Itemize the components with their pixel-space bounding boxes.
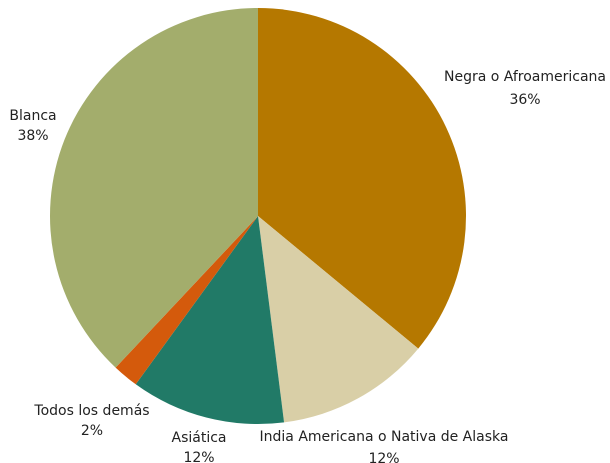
pie-slices	[49, 8, 467, 425]
slice-category-label: Blanca	[9, 108, 56, 124]
slice-category-label: India Americana o Nativa de Alaska	[260, 429, 509, 445]
pie-slice	[49, 8, 258, 368]
slice-percent-label: 36%	[509, 92, 540, 108]
slice-category-label: Negra o Afroamericana	[444, 69, 606, 85]
pie-slice	[115, 216, 259, 385]
slice-category-label: Todos los demás	[33, 403, 149, 419]
pie-slice	[135, 216, 285, 425]
slice-percent-label: 12%	[183, 450, 214, 463]
pie-labels: Negra o Afroamericana 36% India Americana …	[9, 69, 606, 463]
slice-category-label: Asiática	[172, 430, 227, 446]
pie-slice	[258, 216, 419, 423]
slice-percent-label: 2%	[81, 423, 103, 439]
slice-percent-label: 38%	[17, 128, 48, 144]
pie-slice	[258, 8, 467, 349]
slice-percent-label: 12%	[368, 451, 399, 463]
